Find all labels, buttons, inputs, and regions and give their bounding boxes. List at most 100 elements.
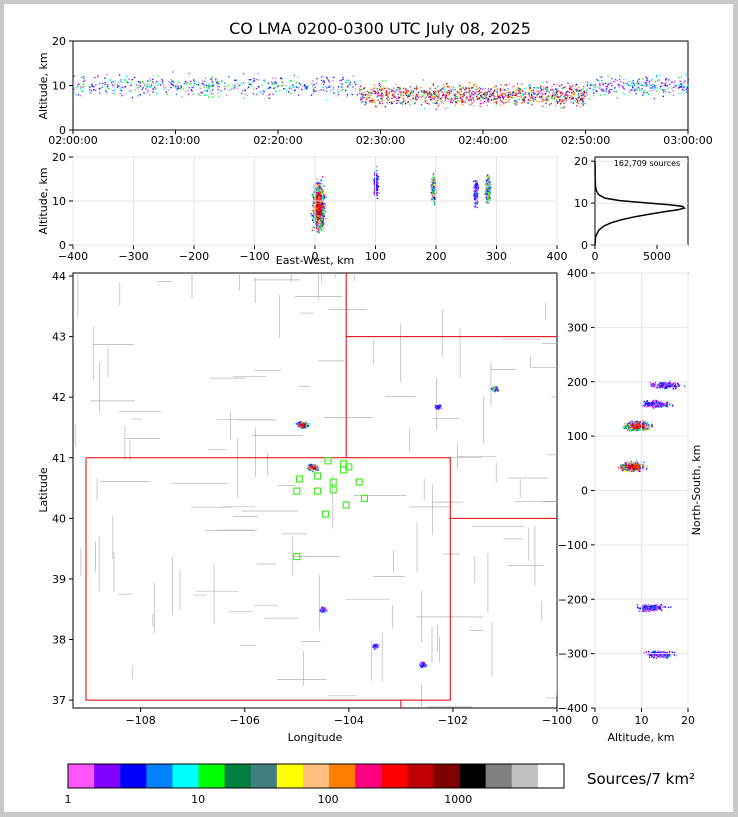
- time-source-point: [371, 92, 373, 95]
- ew-source-point: [474, 198, 476, 201]
- time-source-point: [442, 84, 444, 86]
- time-source-point: [403, 87, 405, 89]
- time-source-point: [644, 81, 646, 83]
- time-source-point: [534, 96, 536, 99]
- ew-source-point: [434, 198, 437, 200]
- time-source-point: [267, 94, 269, 96]
- time-source-point: [613, 90, 615, 93]
- time-source-point: [563, 102, 565, 104]
- time-source-point: [628, 90, 630, 93]
- ew-tick-label: 400: [547, 250, 568, 263]
- time-source-point: [192, 93, 194, 95]
- time-source-point: [582, 97, 584, 99]
- time-source-point: [396, 100, 398, 102]
- time-source-point: [655, 76, 657, 78]
- ew-source-point: [320, 221, 322, 224]
- time-source-point: [422, 79, 424, 81]
- time-source-point: [477, 98, 479, 100]
- ew-source-point: [317, 220, 319, 222]
- time-source-point: [332, 76, 335, 78]
- figure-frame: CO LMA 0200-0300 UTC July 08, 2025 02:00…: [4, 4, 733, 812]
- time-source-point: [513, 92, 515, 94]
- time-source-point: [674, 84, 676, 87]
- ew-source-point: [320, 205, 322, 207]
- time-source-point: [455, 98, 457, 100]
- time-source-point: [502, 95, 504, 97]
- time-source-point: [619, 75, 621, 77]
- time-source-point: [548, 96, 550, 98]
- time-source-point: [450, 90, 452, 92]
- ew-source-point: [376, 176, 379, 178]
- time-source-point: [149, 86, 152, 88]
- time-source-point: [590, 83, 592, 85]
- ew-source-point: [313, 204, 315, 206]
- time-source-point: [458, 91, 460, 93]
- time-source-point: [304, 85, 306, 87]
- time-source-point: [617, 83, 619, 86]
- time-source-point: [212, 85, 214, 87]
- time-source-point: [655, 90, 658, 92]
- time-source-point: [217, 81, 219, 83]
- time-source-point: [574, 94, 576, 96]
- time-source-point: [191, 86, 193, 89]
- ew-source-point: [320, 209, 322, 211]
- time-source-point: [427, 94, 429, 96]
- ew-source-point: [474, 190, 477, 192]
- ew-source-point: [475, 192, 477, 195]
- time-source-point: [171, 83, 174, 86]
- time-source-point: [435, 96, 437, 98]
- time-source-point: [165, 86, 167, 88]
- ew-source-point: [476, 185, 478, 187]
- ew-source-point: [318, 197, 320, 200]
- ew-source-point: [313, 221, 315, 224]
- time-source-point: [551, 92, 554, 95]
- time-source-point: [469, 89, 471, 91]
- time-source-point: [478, 88, 480, 90]
- time-source-point: [505, 101, 507, 104]
- time-source-point: [119, 88, 122, 91]
- time-source-point: [79, 95, 81, 97]
- time-source-point: [576, 99, 578, 101]
- ew-source-point: [431, 193, 433, 195]
- time-source-point: [519, 92, 522, 94]
- time-source-point: [436, 95, 438, 97]
- time-source-point: [535, 87, 538, 89]
- time-source-point: [563, 99, 565, 101]
- time-source-point: [382, 94, 384, 96]
- time-source-point: [263, 79, 265, 81]
- time-source-point: [139, 94, 141, 96]
- time-source-point: [538, 100, 540, 103]
- time-source-point: [568, 88, 571, 90]
- time-source-point: [578, 86, 580, 89]
- time-source-point: [468, 90, 470, 92]
- time-source-point: [387, 93, 389, 96]
- time-source-point: [511, 96, 513, 99]
- ew-source-point: [433, 184, 435, 187]
- time-source-point: [448, 98, 450, 100]
- time-source-point: [488, 95, 491, 97]
- time-source-point: [508, 99, 510, 101]
- time-source-point: [451, 86, 453, 88]
- map-source-point: [313, 469, 316, 471]
- time-source-point: [175, 93, 177, 96]
- time-source-point: [646, 91, 648, 94]
- time-source-point: [684, 80, 686, 82]
- ew-source-point: [312, 201, 314, 203]
- time-source-point: [471, 87, 473, 89]
- time-source-point: [431, 98, 433, 100]
- time-source-point: [468, 92, 470, 94]
- ew-source-point: [487, 195, 489, 197]
- ew-source-point: [474, 196, 476, 199]
- time-source-point: [364, 91, 366, 93]
- ew-source-point: [317, 218, 319, 221]
- time-source-point: [580, 98, 582, 100]
- time-source-point: [312, 93, 315, 95]
- time-source-point: [461, 98, 463, 100]
- time-source-point: [377, 90, 379, 92]
- time-source-point: [244, 88, 246, 90]
- ew-source-point: [477, 184, 479, 186]
- time-source-point: [269, 93, 271, 96]
- time-source-point: [650, 84, 652, 87]
- ew-source-point: [485, 196, 488, 198]
